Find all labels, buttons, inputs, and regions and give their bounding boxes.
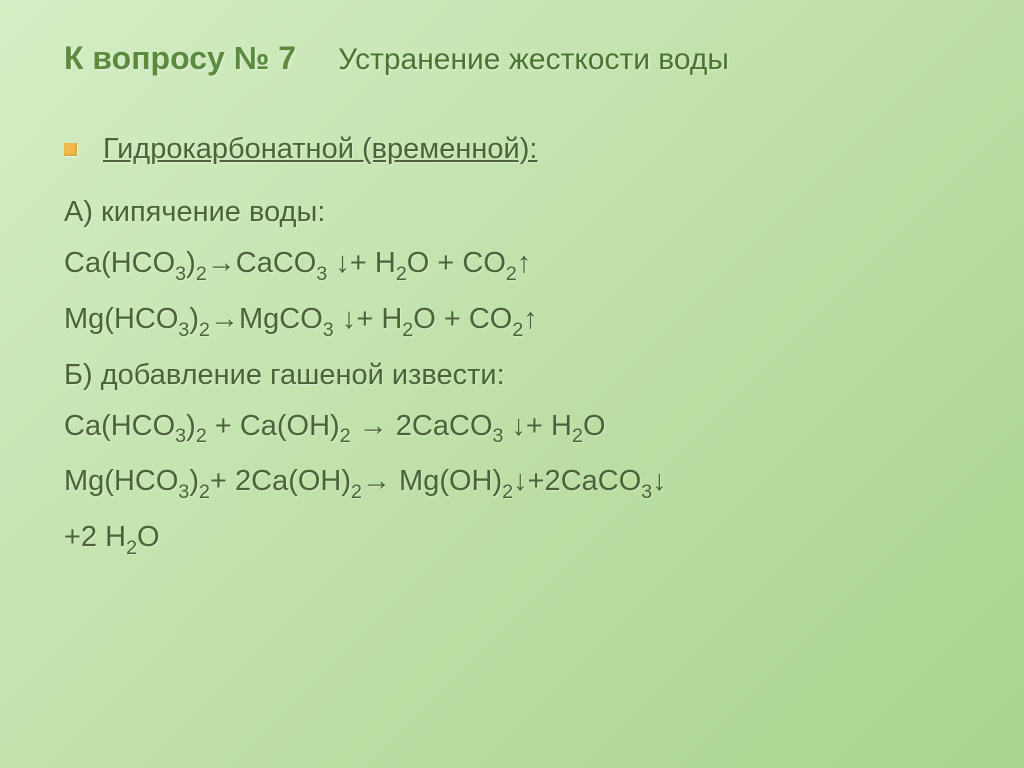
slide-title: К вопросу № 7 (64, 40, 296, 77)
bullet-icon (64, 143, 77, 156)
body-line: Ca(HCO3)2→CaCO3 ↓+ H2O + CO2↑ (64, 247, 970, 285)
section-heading: Гидрокарбонатной (временной): (103, 133, 537, 166)
slide-title-row: К вопросу № 7 Устранение жесткости воды (64, 40, 970, 77)
body-line: Mg(HCO3)2+ 2Ca(OH)2→ Mg(OH)2↓+2CaCO3↓ (64, 465, 970, 503)
body-line: А) кипячение воды: (64, 196, 970, 229)
body-line: Mg(HCO3)2→MgCO3 ↓+ H2O + CO2↑ (64, 303, 970, 341)
slide-subtitle: Устранение жесткости воды (338, 43, 729, 77)
body-line: +2 H2O (64, 521, 970, 559)
body-line: Ca(HCO3)2 + Ca(OH)2 → 2CaCO3 ↓+ H2O (64, 410, 970, 448)
body-line: Б) добавление гашеной извести: (64, 359, 970, 392)
section-heading-row: Гидрокарбонатной (временной): (64, 133, 970, 166)
